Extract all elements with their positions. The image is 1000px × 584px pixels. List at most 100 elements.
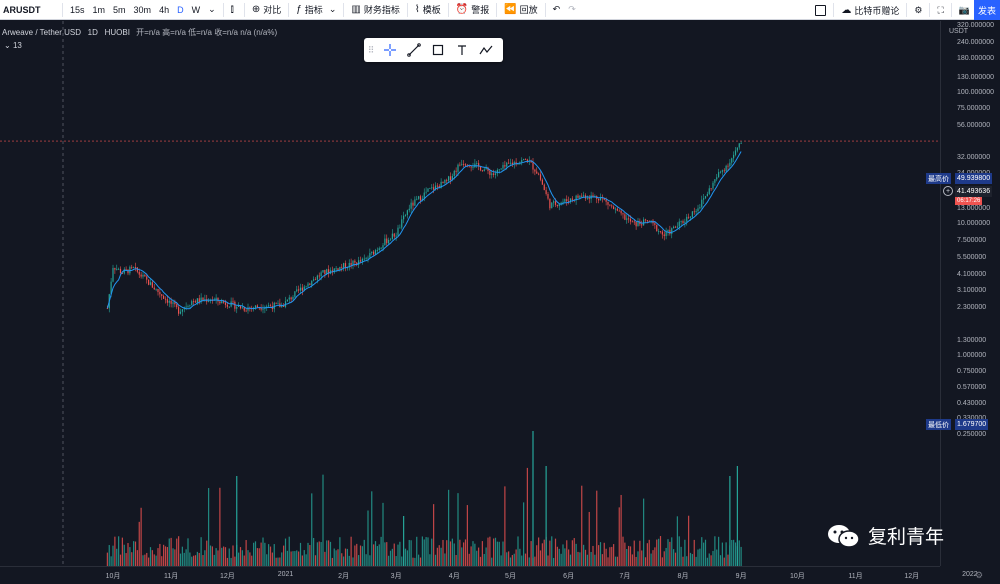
text-tool[interactable]: [450, 38, 474, 62]
volume-bar: [526, 467, 528, 566]
time-tick-label: 12月: [904, 573, 920, 580]
publish-button[interactable]: 发表: [974, 0, 1000, 20]
volume-bar: [479, 556, 482, 566]
chart-type-button[interactable]: ⫾: [227, 0, 241, 20]
volume-bar: [129, 547, 131, 566]
layout-button[interactable]: [811, 0, 830, 20]
volume-bar: [412, 557, 414, 566]
interval-4h[interactable]: 4h: [159, 4, 170, 15]
volume-bar: [678, 536, 680, 566]
volume-bar: [421, 536, 423, 566]
crosshair-tool[interactable]: [378, 38, 402, 62]
volume-bar: [689, 552, 692, 566]
candle-body: [254, 305, 257, 308]
volume-bar: [110, 556, 112, 566]
volume-bar: [513, 553, 515, 566]
volume-bar: [586, 554, 588, 566]
interval-1m[interactable]: 1m: [92, 4, 106, 15]
volume-bar: [399, 541, 401, 566]
time-axis-settings-icon[interactable]: ⚙: [975, 570, 984, 580]
save-cloud-button[interactable]: ☁ 比特币赠论: [837, 0, 903, 20]
volume-bar: [721, 542, 723, 566]
divider: [288, 2, 290, 17]
candle-body: [324, 270, 326, 275]
symbol-search[interactable]: ARUSDT: [3, 4, 41, 15]
pattern-tool[interactable]: [474, 38, 498, 62]
candle-body: [583, 195, 585, 197]
price-chart[interactable]: [0, 21, 940, 566]
volume-bar: [181, 546, 183, 566]
price-axis[interactable]: USDT 320.000000 240.000000 180.000000 130.0…: [940, 21, 1000, 566]
redo-button[interactable]: ↷: [564, 0, 580, 20]
volume-bar: [673, 549, 675, 566]
replay-button[interactable]: ⏪ 回放: [500, 0, 541, 20]
candle-body: [388, 239, 390, 244]
interval-5m[interactable]: 5m: [113, 4, 126, 15]
screenshot-button[interactable]: 📷: [955, 0, 974, 20]
volume-bar: [288, 536, 290, 566]
drag-handle[interactable]: ⠿: [367, 44, 375, 55]
volume-bar: [654, 547, 656, 566]
candle-body: [736, 147, 738, 151]
volume-bar: [674, 552, 677, 566]
candle-body: [187, 306, 189, 307]
interval-dropdown[interactable]: ⌄: [204, 0, 220, 20]
alert-button[interactable]: ⏰ 警报: [452, 0, 493, 20]
financials-button[interactable]: ▥ 财务指标: [347, 0, 403, 20]
rectangle-tool[interactable]: [426, 38, 450, 62]
volume-bar: [408, 539, 410, 566]
volume-bar: [418, 554, 420, 566]
candle-body: [410, 202, 412, 209]
candle-body: [314, 279, 317, 281]
volume-bar: [701, 537, 703, 566]
add-alert-icon[interactable]: +: [943, 186, 953, 196]
volume-bar: [106, 552, 108, 566]
volume-bar: [727, 554, 729, 566]
time-axis[interactable]: 10月 11月 12月 2021 2月 3月 4月 5月 6月 7月 8月 9月 10月 11月 12月 20…: [0, 566, 978, 584]
candle-body: [436, 185, 438, 187]
candle-body: [138, 271, 140, 275]
templates-button[interactable]: ⌇ 模板: [411, 0, 445, 20]
volume-bar: [603, 542, 605, 566]
volume-bar: [656, 539, 658, 566]
candle-body: [556, 204, 558, 206]
candle-body: [256, 305, 258, 308]
volume-bar: [318, 541, 320, 566]
volume-bar: [309, 545, 311, 566]
candle-body: [166, 299, 168, 303]
candle-body: [208, 300, 210, 302]
chart-pane[interactable]: [0, 21, 940, 566]
indicators-button[interactable]: ƒ 指标 ⌄: [292, 0, 340, 20]
volume-bar: [524, 553, 527, 566]
candle-body: [682, 221, 684, 223]
settings-button[interactable]: ⚙: [910, 0, 926, 20]
volume-bar: [155, 555, 157, 566]
volume-bar: [601, 554, 603, 566]
trendline-tool[interactable]: [402, 38, 426, 62]
fullscreen-button[interactable]: ⛶: [933, 0, 947, 20]
compare-button[interactable]: ⊕ 对比: [248, 0, 285, 20]
price-tick-label: 2.300000: [957, 304, 987, 312]
volume-bar: [575, 543, 577, 566]
chart-legend: Arweave / Tether USD 1D HUOBI 开=n/a 高=n/…: [2, 27, 277, 38]
interval-15s[interactable]: 15s: [70, 4, 85, 15]
volume-bar: [384, 542, 386, 566]
interval-w[interactable]: W: [191, 4, 201, 15]
candle-body: [149, 282, 152, 285]
candle-body: [524, 159, 527, 160]
time-tick-label: 9月: [735, 573, 747, 580]
volume-bar: [493, 538, 495, 566]
candle-body: [680, 221, 682, 222]
indicator-toggle[interactable]: ⌄ 13: [4, 41, 22, 50]
interval-d[interactable]: D: [177, 4, 184, 15]
volume-bar: [416, 536, 418, 566]
legend-title[interactable]: Arweave / Tether USD: [2, 28, 81, 37]
undo-button[interactable]: ↶: [549, 0, 565, 20]
volume-bar: [228, 548, 230, 566]
volume-bar: [215, 548, 217, 566]
candle-body: [688, 216, 690, 218]
volume-bar: [551, 536, 553, 566]
interval-30m[interactable]: 30m: [133, 4, 152, 15]
candle-body: [423, 192, 425, 199]
replay-label: 回放: [519, 5, 538, 15]
